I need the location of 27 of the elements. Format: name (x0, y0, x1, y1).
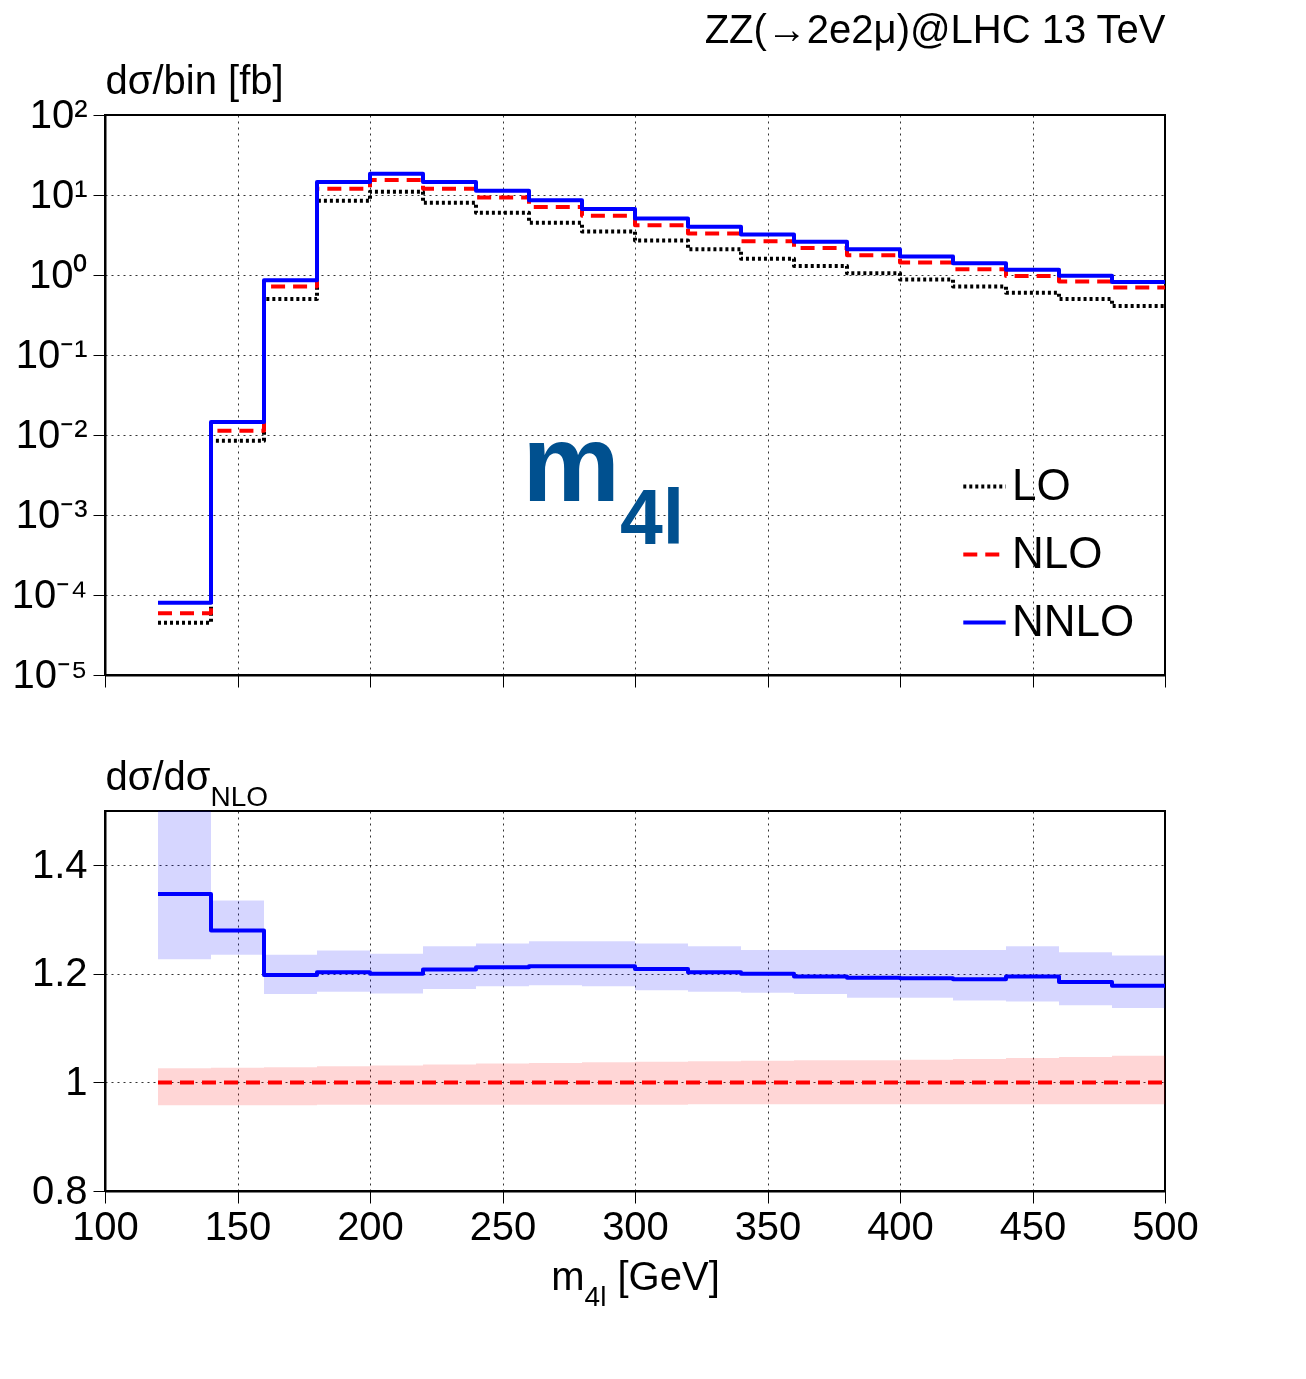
y-tick-label: 1.2 (31, 950, 88, 995)
x-axis-title: m$_{4l}$ [GeV] (551, 1253, 720, 1311)
x-tick-label: 400 (867, 1203, 934, 1248)
annotation: m$_{4l}$ (522, 400, 685, 560)
y-tick-label: 1 (65, 1058, 88, 1103)
chart-title: ZZ(→2e2μ)@LHC 13 TeV (704, 7, 1166, 51)
y-tick-label: 10² (29, 91, 88, 136)
x-tick-label: 450 (999, 1203, 1067, 1248)
legend-label: NLO (1012, 527, 1103, 577)
y-axis-title: dσ/bin [fb] (105, 57, 284, 102)
y-tick-label: 10⁻³ (15, 491, 88, 536)
y-tick-label: 10⁻⁴ (11, 571, 88, 616)
x-tick-label: 300 (602, 1203, 669, 1248)
legend-label: NNLO (1012, 595, 1135, 645)
y-tick-label: 10⁻⁵ (12, 651, 88, 696)
x-tick-label: 350 (734, 1203, 802, 1248)
x-tick-label: 250 (469, 1203, 537, 1248)
x-tick-label: 200 (337, 1203, 404, 1248)
x-tick-label: 500 (1132, 1203, 1199, 1248)
x-tick-label: 150 (204, 1203, 272, 1248)
legend-label: LO (1012, 459, 1071, 509)
y-tick-label: 10⁻² (15, 411, 88, 456)
y-tick-label: 1.4 (31, 841, 88, 886)
y-tick-label: 10⁰ (29, 251, 88, 296)
y-tick-label: 10¹ (29, 171, 88, 216)
y-tick-label: 10⁻¹ (15, 331, 88, 376)
y-axis-title: dσ/dσ$_{NLO}$ (105, 753, 269, 811)
